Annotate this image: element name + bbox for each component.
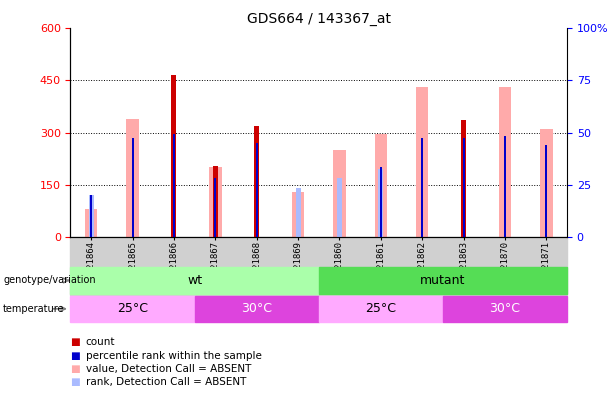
- Bar: [380, 167, 382, 237]
- Bar: [443, 296, 567, 322]
- Text: rank, Detection Call = ABSENT: rank, Detection Call = ABSENT: [86, 377, 246, 387]
- Text: temperature: temperature: [3, 304, 64, 314]
- Bar: [172, 75, 177, 237]
- Bar: [504, 136, 506, 237]
- Bar: [319, 267, 567, 294]
- Bar: [333, 150, 346, 237]
- Title: GDS664 / 143367_at: GDS664 / 143367_at: [247, 12, 390, 26]
- Bar: [402, 237, 443, 295]
- Text: 25°C: 25°C: [365, 302, 397, 315]
- Bar: [112, 237, 153, 295]
- Bar: [236, 237, 277, 295]
- Bar: [195, 296, 319, 322]
- Bar: [416, 87, 428, 237]
- Bar: [132, 138, 134, 237]
- Bar: [215, 178, 216, 237]
- Bar: [153, 237, 195, 295]
- Bar: [292, 192, 304, 237]
- Bar: [213, 166, 218, 237]
- Text: ■: ■: [70, 377, 80, 387]
- Bar: [256, 143, 257, 237]
- Bar: [70, 267, 319, 294]
- Bar: [254, 126, 259, 237]
- Text: ■: ■: [70, 364, 80, 374]
- Bar: [277, 237, 319, 295]
- Bar: [337, 178, 342, 237]
- Bar: [540, 129, 552, 237]
- Bar: [484, 237, 526, 295]
- Bar: [173, 134, 175, 237]
- Bar: [209, 167, 221, 237]
- Bar: [195, 237, 236, 295]
- Text: 30°C: 30°C: [489, 302, 520, 315]
- Text: wt: wt: [187, 274, 202, 287]
- Text: percentile rank within the sample: percentile rank within the sample: [86, 351, 262, 360]
- Bar: [526, 237, 567, 295]
- Bar: [463, 138, 465, 237]
- Text: genotype/variation: genotype/variation: [3, 275, 96, 286]
- Bar: [319, 296, 443, 322]
- Bar: [70, 237, 112, 295]
- Bar: [70, 296, 195, 322]
- Bar: [378, 169, 383, 237]
- Text: value, Detection Call = ABSENT: value, Detection Call = ABSENT: [86, 364, 251, 374]
- Bar: [461, 120, 466, 237]
- Bar: [375, 134, 387, 237]
- Text: mutant: mutant: [420, 274, 466, 287]
- Bar: [360, 237, 402, 295]
- Text: 30°C: 30°C: [241, 302, 272, 315]
- Bar: [89, 195, 94, 237]
- Text: ■: ■: [70, 351, 80, 360]
- Bar: [90, 195, 92, 237]
- Text: 25°C: 25°C: [117, 302, 148, 315]
- Bar: [546, 145, 547, 237]
- Bar: [319, 237, 360, 295]
- Bar: [499, 87, 511, 237]
- Bar: [126, 119, 139, 237]
- Text: ■: ■: [70, 337, 80, 347]
- Bar: [85, 209, 97, 237]
- Bar: [421, 138, 423, 237]
- Text: count: count: [86, 337, 115, 347]
- Bar: [443, 237, 484, 295]
- Bar: [295, 188, 300, 237]
